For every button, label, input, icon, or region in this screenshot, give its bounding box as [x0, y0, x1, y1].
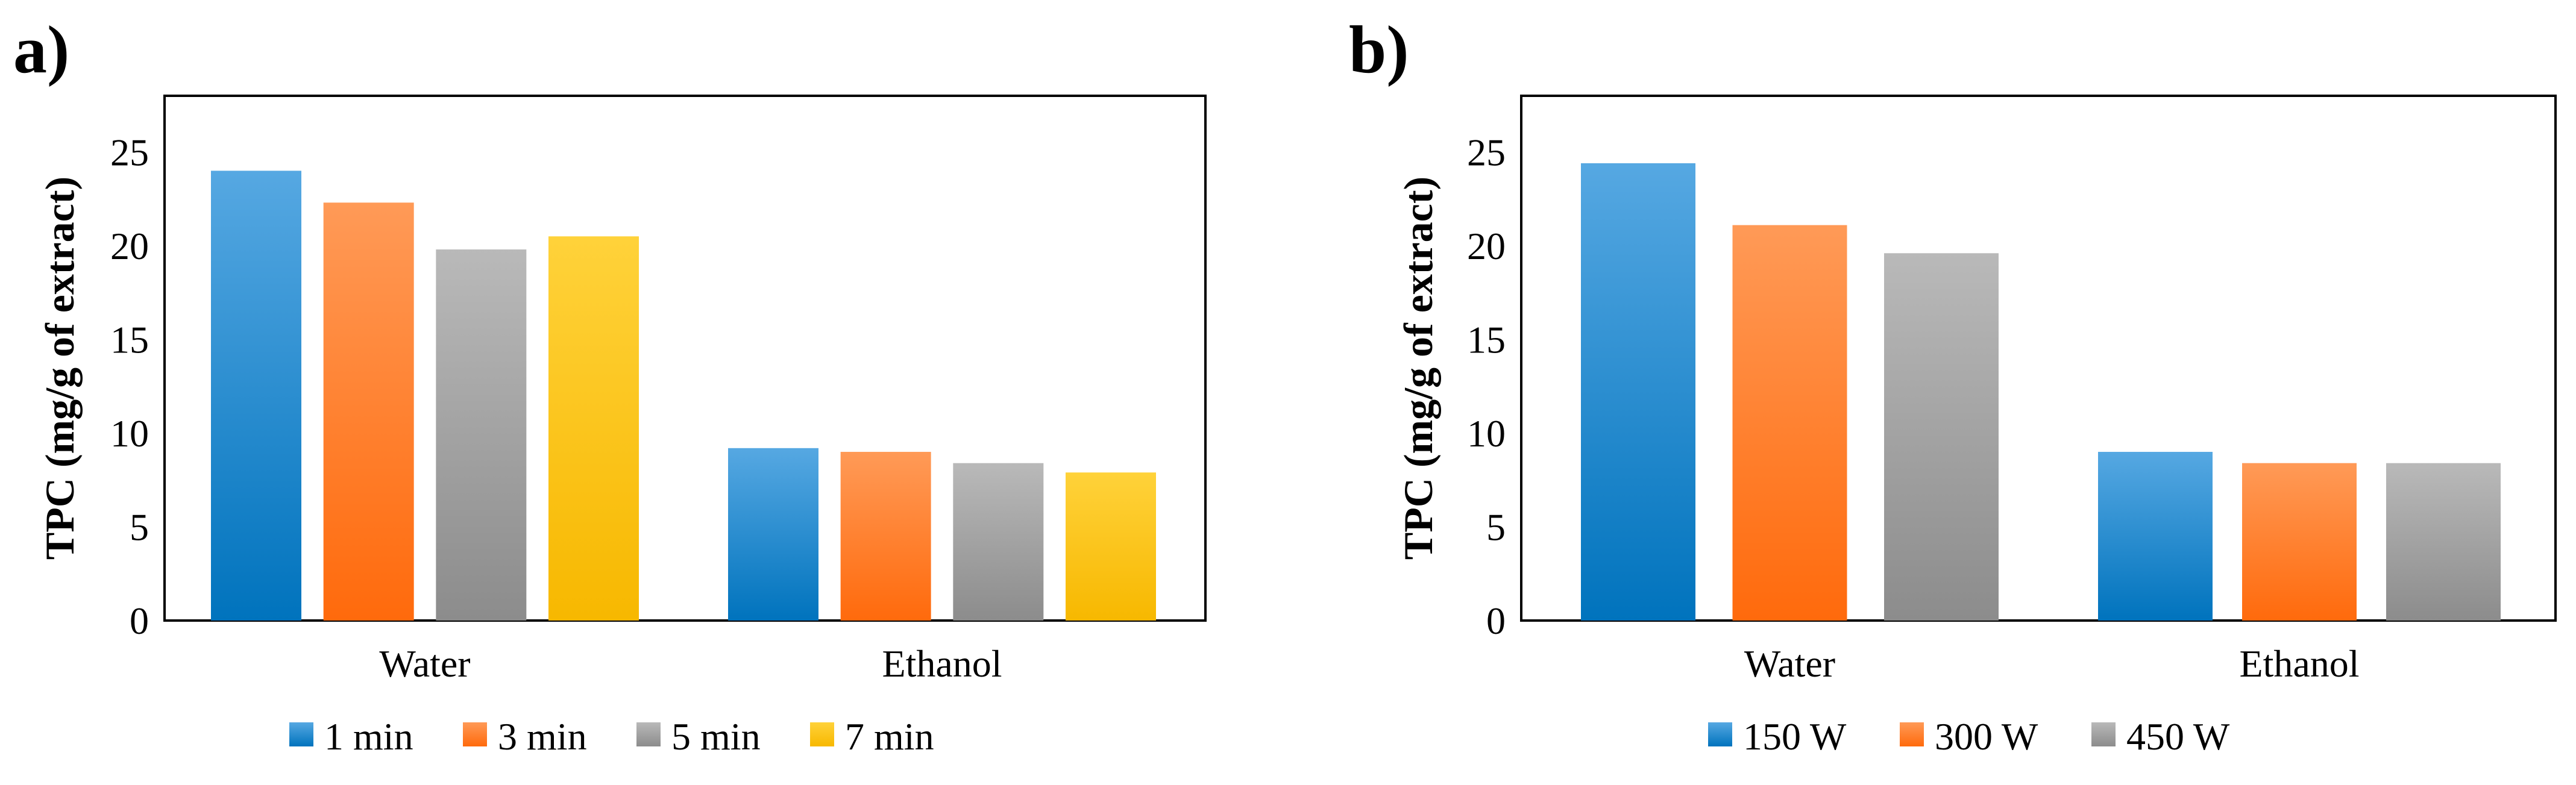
chart-panel-a: a) TPC (mg/g of extract) 0 5 10 15 20 25 Wate…	[13, 13, 1207, 758]
legend-label: 7 min	[845, 715, 934, 758]
y-ticks-b: 0 5 10 15 20 25	[1467, 131, 1506, 642]
y-tick-label: 0	[1486, 599, 1506, 642]
legend-a: 1 min 3 min 5 min 7 min	[289, 715, 934, 758]
y-tick-label: 10	[110, 412, 149, 455]
category-label: Water	[379, 642, 470, 685]
legend-swatch	[463, 722, 487, 746]
bar-water-1-min	[211, 170, 301, 621]
legend-swatch	[1708, 722, 1732, 746]
y-tick-label: 20	[1467, 225, 1506, 267]
y-tick-label: 25	[110, 131, 149, 174]
legend-b: 150 W 300 W 450 W	[1708, 715, 2230, 758]
bar-water-3-min	[323, 202, 414, 621]
bar-ethanol-5-min	[953, 463, 1044, 621]
y-tick-label: 5	[130, 505, 149, 548]
plot-area-a	[163, 95, 1207, 622]
y-tick-label: 10	[1467, 412, 1506, 455]
legend-swatch	[1900, 722, 1924, 746]
legend-label: 450 W	[2126, 715, 2230, 758]
legend-label: 1 min	[324, 715, 413, 758]
legend-label: 5 min	[671, 715, 761, 758]
bar-ethanol-150-w	[2098, 452, 2213, 621]
bar-ethanol-300-w	[2242, 463, 2357, 621]
category-labels-a: Water Ethanol	[379, 642, 1002, 685]
y-tick-label: 20	[110, 225, 149, 267]
y-axis-label-a: TPC (mg/g of extract)	[37, 177, 83, 560]
bar-ethanol-7-min	[1066, 472, 1156, 621]
y-tick-label: 0	[130, 599, 149, 642]
category-label: Water	[1744, 642, 1835, 685]
bar-water-300-w	[1732, 225, 1847, 621]
panel-label-a: a)	[13, 13, 69, 87]
bar-water-5-min	[436, 249, 527, 621]
chart-panel-b: b) TPC (mg/g of extract) 0 5 10 15 20 25 Wate…	[1349, 13, 2557, 758]
category-label: Ethanol	[882, 642, 1002, 685]
legend-label: 300 W	[1935, 715, 2038, 758]
legend-swatch	[636, 722, 661, 746]
y-tick-label: 15	[1467, 318, 1506, 361]
bars-b	[1581, 163, 2501, 621]
y-ticks-a: 0 5 10 15 20 25	[110, 131, 149, 642]
bars-a	[211, 170, 1156, 621]
category-label: Ethanol	[2239, 642, 2359, 685]
y-axis-label-b: TPC (mg/g of extract)	[1395, 177, 1441, 560]
y-tick-label: 15	[110, 318, 149, 361]
legend-swatch	[810, 722, 834, 746]
panel-label-b: b)	[1349, 13, 1409, 87]
legend-swatch	[2091, 722, 2116, 746]
category-labels-b: Water Ethanol	[1744, 642, 2360, 685]
legend-swatch	[289, 722, 313, 746]
y-tick-label: 25	[1467, 131, 1506, 174]
y-tick-label: 5	[1486, 505, 1506, 548]
legend-label: 3 min	[498, 715, 587, 758]
bar-ethanol-1-min	[728, 448, 818, 621]
legend-label: 150 W	[1743, 715, 1847, 758]
bar-water-150-w	[1581, 163, 1695, 621]
bar-water-7-min	[548, 236, 639, 621]
bar-ethanol-450-w	[2386, 463, 2501, 621]
bar-water-450-w	[1884, 253, 1999, 621]
bar-ethanol-3-min	[840, 452, 931, 621]
